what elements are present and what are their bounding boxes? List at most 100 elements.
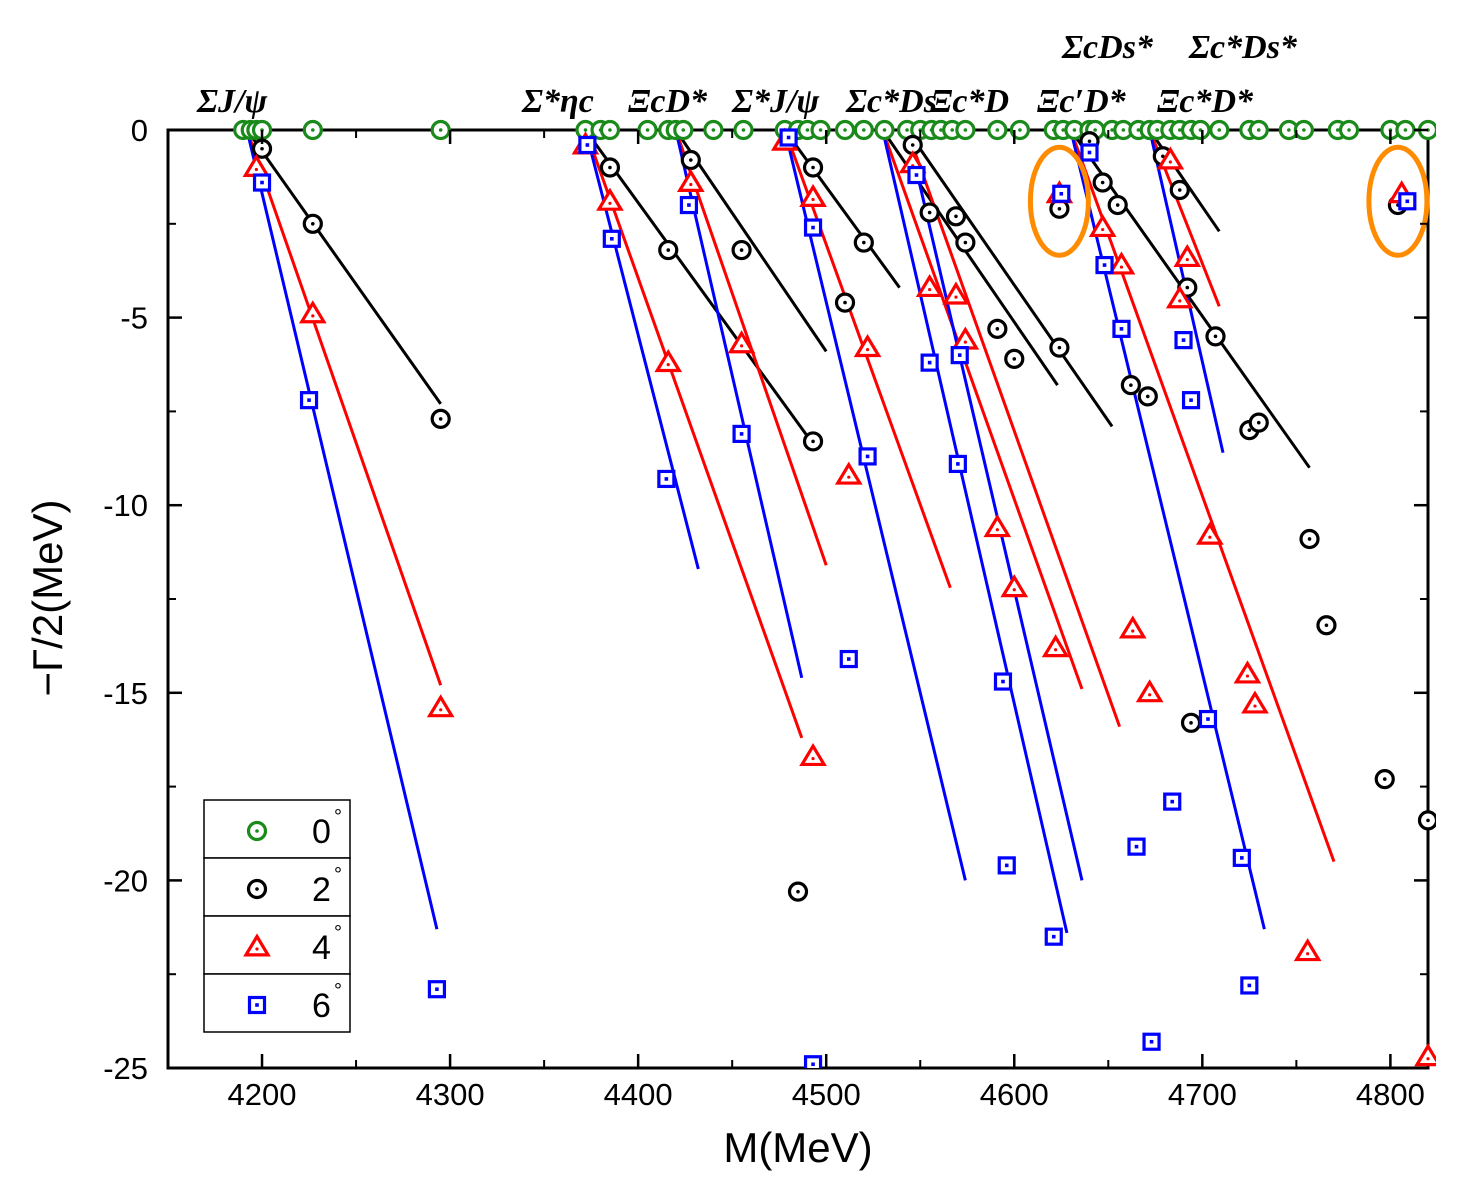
data-point xyxy=(731,239,752,261)
highlight-ellipse xyxy=(1027,144,1091,258)
threshold-line xyxy=(245,129,442,405)
data-point xyxy=(993,672,1013,691)
threshold-line xyxy=(245,129,443,686)
data-point xyxy=(987,318,1008,339)
data-point xyxy=(299,391,319,410)
data-point xyxy=(803,1055,823,1068)
data-point xyxy=(920,353,939,372)
x-tick-label: 4400 xyxy=(604,1077,673,1112)
threshold-line xyxy=(584,129,804,739)
data-point xyxy=(1414,1043,1436,1067)
y-tick-label: -10 xyxy=(103,488,148,523)
data-layer xyxy=(233,119,1436,1068)
data-point xyxy=(657,469,676,489)
data-point xyxy=(733,119,754,141)
data-point xyxy=(1248,412,1269,433)
threshold-line xyxy=(674,129,828,353)
data-point xyxy=(810,119,831,141)
data-point xyxy=(1156,146,1185,170)
threshold-line xyxy=(245,129,439,930)
data-point xyxy=(1293,938,1322,962)
threshold-label: ΞcD* xyxy=(628,83,708,120)
data-point xyxy=(799,742,827,767)
threshold-line xyxy=(881,129,1069,934)
x-tick-label: 4500 xyxy=(792,1077,861,1112)
data-point xyxy=(1118,615,1147,639)
y-tick-label: -25 xyxy=(103,1051,148,1086)
data-point xyxy=(1165,285,1194,309)
legend-label: 0 xyxy=(312,813,331,851)
threshold-line xyxy=(783,129,967,881)
data-point xyxy=(676,168,705,193)
data-point xyxy=(658,239,679,261)
data-point xyxy=(1088,213,1117,238)
threshold-line xyxy=(1069,129,1336,863)
data-point xyxy=(858,447,877,466)
data-point xyxy=(1135,679,1164,703)
data-point xyxy=(1120,375,1141,396)
data-point xyxy=(1041,634,1070,658)
data-point xyxy=(1195,521,1224,545)
data-point xyxy=(839,649,858,669)
data-point xyxy=(1004,348,1025,369)
data-point xyxy=(948,454,967,474)
data-point xyxy=(732,424,751,444)
data-point xyxy=(599,157,621,178)
data-point xyxy=(1181,391,1201,410)
data-point xyxy=(246,820,268,842)
threshold-label: Σ*J/ψ xyxy=(731,83,819,120)
series-6 xyxy=(252,128,1417,1068)
data-point xyxy=(430,119,451,141)
data-point xyxy=(1112,319,1131,338)
data-point xyxy=(578,135,597,155)
legend-box xyxy=(203,973,351,1033)
threshold-line xyxy=(881,129,1084,690)
threshold-line xyxy=(905,129,1121,728)
data-point xyxy=(1049,337,1070,358)
data-point xyxy=(802,431,824,452)
data-point xyxy=(942,281,970,305)
data-point xyxy=(779,128,798,147)
highlight-ellipse xyxy=(1366,144,1430,258)
data-point xyxy=(1209,119,1230,141)
y-axis-title: −Γ/2(MeV) xyxy=(24,499,71,696)
threshold-label: ΣcDs* xyxy=(1061,29,1154,66)
data-point xyxy=(955,232,976,253)
legend-entry: 4 ° xyxy=(203,915,351,975)
data-point xyxy=(919,202,940,223)
data-point xyxy=(1009,119,1031,141)
data-point xyxy=(874,119,895,141)
legend-degree: ° xyxy=(334,864,342,886)
data-point xyxy=(1137,386,1158,407)
data-point xyxy=(1127,837,1146,856)
data-point xyxy=(955,119,976,141)
y-tick-label: -5 xyxy=(120,301,148,336)
legend-entry: 0 ° xyxy=(203,799,351,859)
data-point xyxy=(1080,143,1099,162)
data-point xyxy=(834,292,856,313)
threshold-line xyxy=(905,129,1114,428)
threshold-label: Σ*ηc xyxy=(521,83,594,120)
data-point xyxy=(1248,119,1269,141)
data-point xyxy=(426,694,455,718)
data-point xyxy=(1338,119,1360,141)
x-tick-label: 4200 xyxy=(228,1077,297,1112)
data-point xyxy=(1205,326,1226,347)
legend-box xyxy=(203,857,351,917)
series-2 xyxy=(251,131,1436,902)
data-point xyxy=(637,119,658,141)
series-4 xyxy=(242,127,1436,1067)
data-point xyxy=(950,346,969,365)
x-tick-label: 4300 xyxy=(416,1077,485,1112)
legend-degree: ° xyxy=(334,922,342,944)
threshold-label: Σc*Ds* xyxy=(1188,29,1298,66)
data-point xyxy=(1107,251,1136,275)
data-point xyxy=(1395,119,1416,141)
data-point xyxy=(834,119,856,141)
data-point xyxy=(1173,243,1202,268)
data-point xyxy=(727,330,756,354)
data-point xyxy=(1232,848,1251,867)
data-point xyxy=(252,173,272,192)
